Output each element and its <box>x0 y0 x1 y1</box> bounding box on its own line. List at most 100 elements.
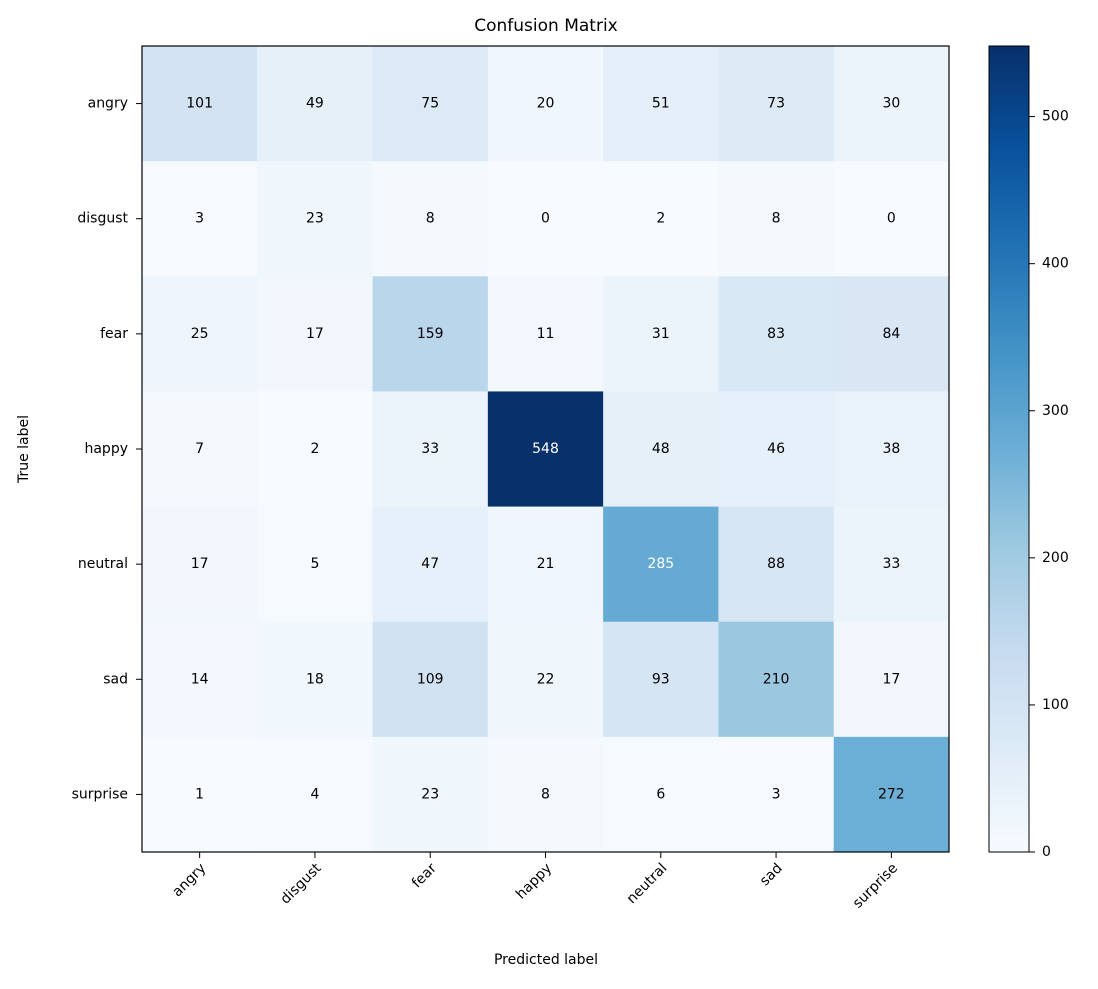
cell <box>603 621 719 738</box>
cell-label: 31 <box>652 326 670 342</box>
x-tick-label: fear <box>409 860 440 891</box>
cell-label: 210 <box>763 671 790 687</box>
x-tick-label: neutral <box>624 860 671 907</box>
cell-label: 21 <box>537 556 555 572</box>
cell <box>718 276 835 392</box>
cell <box>487 506 604 623</box>
cell <box>487 161 604 277</box>
cell-label: 101 <box>186 96 213 112</box>
cell-label: 84 <box>882 326 900 342</box>
cell <box>142 621 258 738</box>
cell-label: 17 <box>191 556 209 572</box>
cell-label: 6 <box>656 786 665 802</box>
cell-label: 8 <box>426 211 435 227</box>
cell-label: 7 <box>195 441 204 457</box>
cell <box>718 391 835 508</box>
cell-label: 4 <box>310 786 319 802</box>
cell-label: 8 <box>772 211 781 227</box>
cell-label: 23 <box>306 211 324 227</box>
cell <box>718 621 835 738</box>
y-tick-label: disgust <box>77 211 128 227</box>
cell-label: 2 <box>310 441 319 457</box>
cell <box>372 276 489 392</box>
cell <box>603 46 719 162</box>
cell <box>142 161 258 277</box>
y-tick-label: neutral <box>78 556 128 572</box>
cell <box>487 736 604 853</box>
cell <box>142 46 258 162</box>
y-axis-label: True label <box>16 415 32 484</box>
cell <box>833 391 950 508</box>
cell-label: 93 <box>652 671 670 687</box>
cell <box>372 506 489 623</box>
cell-label: 83 <box>767 326 785 342</box>
cell-label: 285 <box>647 556 674 572</box>
cell <box>257 391 374 508</box>
cell-label: 14 <box>191 671 209 687</box>
x-tick-label: happy <box>513 860 555 902</box>
cell <box>833 736 950 853</box>
cell-label: 48 <box>652 441 670 457</box>
cell-label: 3 <box>772 786 781 802</box>
y-tick-label: surprise <box>72 786 128 802</box>
y-tick-label: fear <box>100 326 128 342</box>
cell <box>603 391 719 508</box>
cell <box>142 506 258 623</box>
cell-label: 17 <box>882 671 900 687</box>
cell <box>718 506 835 623</box>
cell-label: 5 <box>310 556 319 572</box>
cell <box>603 161 719 277</box>
cell <box>487 46 604 162</box>
cell-label: 1 <box>195 786 204 802</box>
cell <box>603 506 719 623</box>
cell-label: 51 <box>652 96 670 112</box>
cell-label: 75 <box>421 96 439 112</box>
colorbar-tick-label: 0 <box>1042 844 1051 860</box>
cell <box>257 736 374 853</box>
cell <box>257 276 374 392</box>
cell <box>833 46 950 162</box>
cell-label: 20 <box>537 96 555 112</box>
cell <box>718 46 835 162</box>
cell-label: 33 <box>882 556 900 572</box>
cell-label: 30 <box>882 96 900 112</box>
cell <box>372 391 489 508</box>
colorbar-tick-label: 100 <box>1042 697 1069 713</box>
cell-label: 46 <box>767 441 785 457</box>
y-tick-label: sad <box>103 671 128 687</box>
cell <box>718 161 835 277</box>
x-tick-label: angry <box>169 860 209 900</box>
cell <box>257 621 374 738</box>
cell <box>603 276 719 392</box>
cell-label: 11 <box>537 326 555 342</box>
x-tick-label: disgust <box>277 860 324 907</box>
cell <box>833 161 950 277</box>
cell <box>372 46 489 162</box>
cell-label: 159 <box>417 326 444 342</box>
chart-title: Confusion Matrix <box>474 16 618 36</box>
cell-label: 272 <box>878 786 905 802</box>
cell <box>487 621 604 738</box>
cell-label: 8 <box>541 786 550 802</box>
x-axis-label: Predicted label <box>494 952 598 968</box>
cell <box>257 46 374 162</box>
cell-label: 18 <box>306 671 324 687</box>
cell-label: 33 <box>421 441 439 457</box>
cell-label: 49 <box>306 96 324 112</box>
cell-label: 73 <box>767 96 785 112</box>
cell <box>833 276 950 392</box>
cell-label: 0 <box>541 211 550 227</box>
cell <box>142 276 258 392</box>
cell <box>142 736 258 853</box>
cell-label: 88 <box>767 556 785 572</box>
cell <box>372 161 489 277</box>
cell-label: 2 <box>656 211 665 227</box>
colorbar-tick-label: 300 <box>1042 403 1069 419</box>
x-tick-label: surprise <box>850 860 901 911</box>
y-tick-label: angry <box>88 96 128 112</box>
colorbar <box>988 45 1030 853</box>
cell <box>142 391 258 508</box>
cell <box>372 736 489 853</box>
colorbar-tick-label: 200 <box>1042 550 1069 566</box>
